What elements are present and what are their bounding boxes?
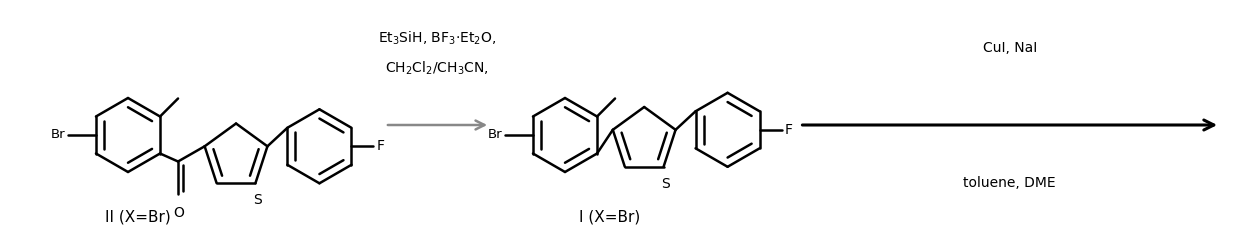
Text: S: S	[253, 193, 261, 207]
Text: O: O	[173, 206, 185, 219]
Text: S: S	[662, 177, 670, 191]
Text: II (X=Br): II (X=Br)	[105, 210, 171, 225]
Text: toluene, DME: toluene, DME	[964, 176, 1056, 190]
Text: CH$_2$Cl$_2$/CH$_3$CN,: CH$_2$Cl$_2$/CH$_3$CN,	[385, 59, 489, 77]
Text: Br: Br	[51, 129, 64, 141]
Text: I (X=Br): I (X=Br)	[580, 210, 641, 225]
Text: Et$_3$SiH, BF$_3$·Et$_2$O,: Et$_3$SiH, BF$_3$·Et$_2$O,	[378, 29, 496, 47]
Text: F: F	[784, 123, 793, 137]
Text: F: F	[377, 139, 384, 153]
Text: Br: Br	[487, 129, 502, 141]
Text: CuI, NaI: CuI, NaI	[983, 41, 1037, 55]
